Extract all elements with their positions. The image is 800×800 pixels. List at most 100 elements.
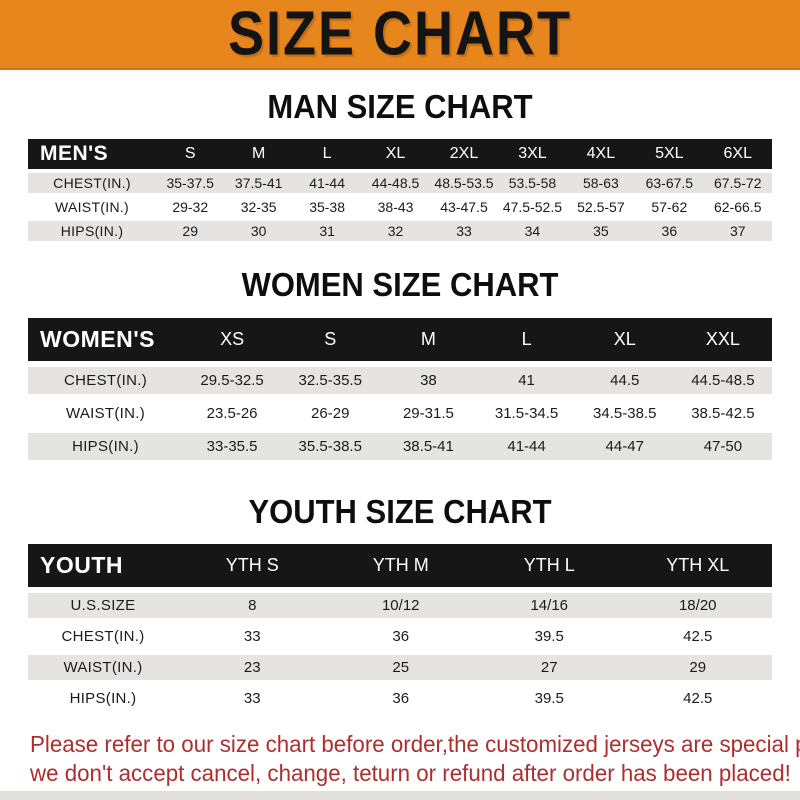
men-col-header: 5XL — [655, 145, 684, 162]
cell: 26-29 — [311, 405, 350, 422]
men-section-heading: MAN SIZE CHART — [267, 87, 533, 126]
cell: 43-47.5 — [440, 199, 488, 215]
cell: 42.5 — [683, 628, 713, 645]
cell: 47.5-52.5 — [502, 199, 563, 215]
cell: 62-66.5 — [714, 199, 762, 215]
cell: 57-62 — [651, 199, 688, 215]
youth-row-ussize: U.S.SIZE 8 10/12 14/16 18/20 — [28, 593, 772, 618]
cell: 10/12 — [381, 597, 420, 614]
row-label: WAIST(IN.) — [65, 405, 146, 422]
men-size-table: MEN'S S M L XL 2XL 3XL 4XL 5XL 6XL CHEST… — [28, 139, 772, 241]
cell: 14/16 — [530, 597, 569, 614]
row-label: CHEST(IN.) — [53, 175, 131, 191]
men-row-waist: WAIST(IN.) 29-32 32-35 35-38 38-43 43-47… — [28, 197, 772, 217]
cell: 38.5-41 — [402, 438, 454, 455]
cell: 33 — [456, 223, 472, 239]
cell: 8 — [248, 597, 257, 614]
cell: 32 — [387, 223, 404, 239]
cell: 44.5 — [610, 372, 640, 389]
row-label: U.S.SIZE — [70, 597, 136, 614]
row-label: WAIST(IN.) — [63, 659, 143, 676]
youth-size-table: YOUTH YTH S YTH M YTH L YTH XL U.S.SIZE … — [28, 544, 772, 711]
women-table-header-row: WOMEN'S XS S M L XL XXL — [28, 318, 772, 361]
cell: 42.5 — [683, 690, 713, 707]
cell: 38.5-42.5 — [691, 405, 755, 422]
youth-col-header: YTH L — [523, 555, 575, 575]
cell: 29 — [689, 659, 707, 676]
women-col-header: XS — [220, 329, 245, 349]
row-label: CHEST(IN.) — [64, 372, 147, 389]
women-row-hips: HIPS(IN.) 33-35.5 35.5-38.5 38.5-41 41-4… — [28, 433, 772, 460]
women-section-heading: WOMEN SIZE CHART — [241, 265, 559, 304]
cell: 67.5-72 — [714, 175, 762, 191]
cell: 53.5-58 — [508, 175, 557, 191]
cell: 36 — [392, 628, 410, 645]
men-col-header: 6XL — [723, 145, 752, 162]
women-col-header: XXL — [705, 329, 740, 349]
men-col-header: XL — [385, 145, 406, 162]
men-row-hips: HIPS(IN.) 29 30 31 32 33 34 35 36 37 — [28, 221, 772, 241]
cell: 41-44 — [309, 175, 345, 191]
men-col-header: M — [251, 145, 266, 162]
cell: 27 — [540, 659, 558, 676]
men-table-header-row: MEN'S S M L XL 2XL 3XL 4XL 5XL 6XL — [28, 139, 772, 169]
cell: 32-35 — [240, 199, 277, 215]
cell: 18/20 — [678, 597, 717, 614]
cell: 58-63 — [582, 175, 619, 191]
cell: 52.5-57 — [577, 199, 625, 215]
row-label: HIPS(IN.) — [60, 223, 124, 239]
cell: 29.5-32.5 — [200, 372, 264, 389]
cell: 36 — [661, 223, 678, 239]
cell: 35-38 — [309, 199, 345, 215]
youth-table-header-row: YOUTH YTH S YTH M YTH L YTH XL — [28, 544, 772, 587]
row-label: HIPS(IN.) — [72, 438, 139, 455]
cell: 34.5-38.5 — [593, 405, 657, 422]
men-row-chest: CHEST(IN.) 35-37.5 37.5-41 41-44 44-48.5… — [28, 173, 772, 193]
bottom-edge-strip — [0, 791, 800, 800]
women-col-header: M — [420, 329, 436, 349]
men-col-header: S — [184, 145, 196, 162]
youth-corner-label: YOUTH — [40, 552, 123, 578]
cell: 38 — [420, 372, 437, 389]
cell: 33 — [243, 690, 261, 707]
cell: 36 — [392, 690, 410, 707]
cell: 47-50 — [703, 438, 743, 455]
men-col-header: 3XL — [518, 145, 547, 162]
youth-col-header: YTH XL — [666, 555, 730, 575]
cell: 63-67.5 — [645, 175, 694, 191]
cell: 34 — [524, 223, 541, 239]
order-disclaimer: Please refer to our size chart before or… — [30, 730, 800, 788]
cell: 44-47 — [605, 438, 644, 455]
men-col-header: 2XL — [449, 145, 479, 162]
disclaimer-line-2: we don't accept cancel, change, teturn o… — [30, 760, 791, 786]
cell: 31.5-34.5 — [494, 405, 559, 422]
cell: 25 — [392, 659, 410, 676]
row-label: WAIST(IN.) — [54, 199, 130, 215]
cell: 38-43 — [377, 199, 414, 215]
row-label: CHEST(IN.) — [61, 628, 145, 645]
youth-row-hips: HIPS(IN.) 33 36 39.5 42.5 — [28, 686, 772, 711]
cell: 37.5-41 — [234, 175, 283, 191]
cell: 39.5 — [534, 628, 564, 645]
cell: 35.5-38.5 — [298, 438, 362, 455]
cell: 41 — [518, 372, 535, 389]
youth-section-heading: YOUTH SIZE CHART — [248, 492, 552, 531]
cell: 44.5-48.5 — [691, 372, 755, 389]
cell: 31 — [319, 223, 335, 239]
youth-row-chest: CHEST(IN.) 33 36 39.5 42.5 — [28, 624, 772, 649]
cell: 48.5-53.5 — [434, 175, 494, 191]
men-col-header: L — [322, 145, 332, 162]
cell: 29-31.5 — [402, 405, 454, 422]
men-corner-label: MEN'S — [40, 142, 109, 165]
women-row-chest: CHEST(IN.) 29.5-32.5 32.5-35.5 38 41 44.… — [28, 367, 772, 394]
cell: 35 — [593, 223, 609, 239]
cell: 44-48.5 — [371, 175, 420, 191]
cell: 30 — [250, 223, 267, 239]
women-col-header: S — [324, 329, 337, 349]
size-chart-banner: SIZE CHART — [0, 0, 800, 70]
youth-col-header: YTH S — [225, 555, 279, 575]
cell: 41-44 — [507, 438, 546, 455]
disclaimer-line-1: Please refer to our size chart before or… — [30, 731, 800, 757]
cell: 29-32 — [172, 199, 209, 215]
cell: 23.5-26 — [206, 405, 258, 422]
